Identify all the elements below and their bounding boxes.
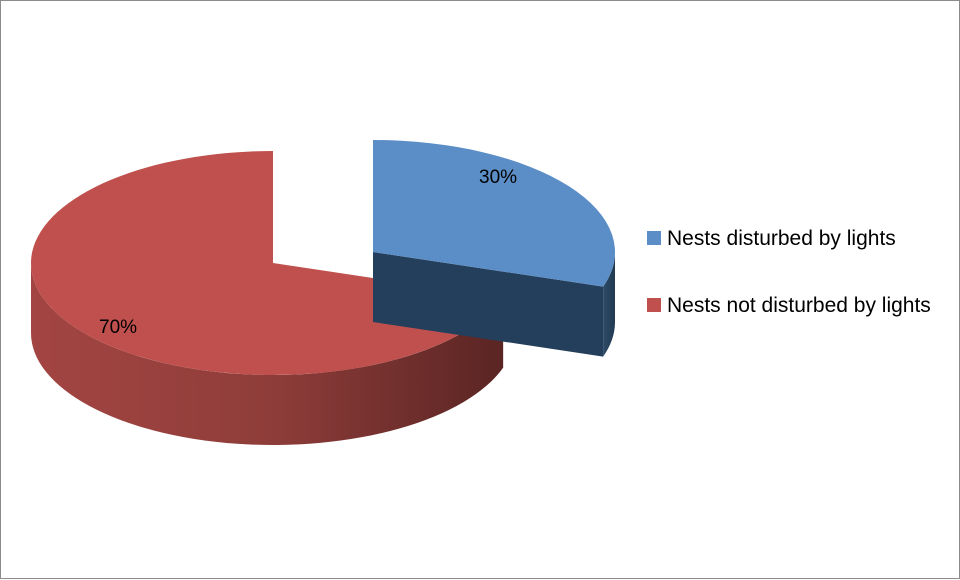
legend-swatch-disturbed — [647, 231, 661, 245]
legend-label-disturbed: Nests disturbed by lights — [667, 227, 896, 250]
data-label-not-disturbed: 70% — [99, 317, 137, 338]
legend-swatch-not-disturbed — [647, 298, 661, 312]
slice-disturbed-top — [373, 140, 615, 287]
slice-disturbed-side — [603, 252, 615, 357]
legend: Nests disturbed by lights Nests not dist… — [647, 223, 947, 357]
legend-item-disturbed: Nests disturbed by lights — [647, 223, 947, 254]
legend-label-not-disturbed: Nests not disturbed by lights — [667, 294, 931, 317]
legend-item-not-disturbed: Nests not disturbed by lights — [647, 290, 947, 321]
slice-disturbed-inner-face — [373, 252, 604, 357]
data-label-disturbed: 30% — [479, 167, 517, 188]
slice-not-disturbed-side — [31, 263, 504, 445]
